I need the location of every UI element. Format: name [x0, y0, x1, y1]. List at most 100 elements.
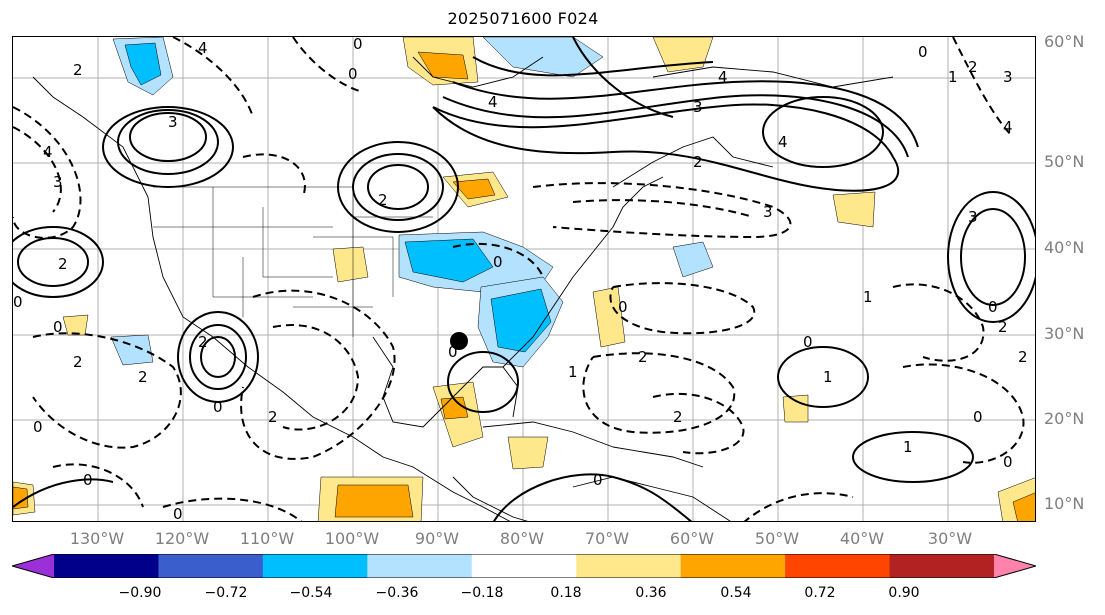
contour-label: 0: [918, 43, 928, 61]
coastlines: [32, 56, 894, 521]
contour-label: 4: [718, 68, 728, 86]
contour-label: 4: [43, 143, 53, 161]
contour-label: 2: [998, 318, 1008, 336]
blue-patch-southeast-us-core: [490, 288, 552, 353]
contour-line: [892, 283, 985, 362]
contour-label: 4: [1003, 118, 1013, 136]
contour-line: [240, 289, 396, 460]
colorbar-segment: [262, 554, 368, 578]
contour-line: [32, 332, 182, 449]
colorbar-segment: [54, 554, 159, 578]
map-svg: 0 4 3 2 4 3 0 2 2 0 2 2 0 2 0 0 4 3 2 4 …: [13, 37, 1035, 521]
colorbar-tick: −0.18: [460, 585, 504, 601]
positive-contours: [13, 37, 1035, 521]
contour-label: 2: [268, 408, 278, 426]
lon-label: 130°W: [69, 529, 125, 548]
contour-label: 2: [968, 58, 978, 76]
contour-label: 2: [73, 61, 83, 79]
contour-label: 3: [168, 113, 178, 131]
contour-label: 0: [83, 471, 93, 489]
colorbar-tick: −0.36: [375, 585, 419, 601]
contour-ring: [189, 324, 247, 390]
gridlines: [13, 37, 1035, 521]
contour-label: 0: [33, 418, 43, 436]
contour-ring: [337, 141, 459, 233]
colorbar-tick: 0.54: [720, 585, 752, 601]
colorbar-segment: [785, 554, 891, 578]
contour-ring: [117, 109, 219, 175]
contour-line: [242, 153, 306, 198]
contour-label: 0: [803, 333, 813, 351]
caribbean-islands: [612, 446, 704, 468]
contour-label: 4: [198, 39, 208, 57]
lat-label: 50°N: [1044, 152, 1085, 171]
contour-line: [52, 463, 144, 508]
contour-line: [493, 473, 693, 521]
contour-line: [902, 363, 1025, 464]
contour-ring: [960, 208, 1026, 306]
orange-patch-canada: [417, 51, 469, 80]
colorbar-extend-high: [994, 554, 1036, 578]
contour-label-group: 0 4 3 2 4 3 0 2 2 0 2 2 0 2 0 0 4 3 2 4 …: [13, 37, 1028, 521]
contour-label: 0: [213, 398, 223, 416]
contour-ring: [367, 164, 429, 210]
colorbar-tick: 0.36: [635, 585, 667, 601]
colorbar-tick: −0.54: [289, 585, 333, 601]
contour-ring: [447, 351, 519, 413]
lon-label: 30°W: [927, 529, 973, 548]
contour-line: [652, 392, 745, 455]
contour-ring: [352, 153, 444, 221]
lon-label: 90°W: [414, 529, 460, 548]
contour-ring: [852, 431, 974, 483]
colorbar-segment: [471, 554, 577, 578]
blue-patch-central-us-core: [404, 238, 494, 283]
contour-ring: [102, 106, 234, 188]
contour-line: [442, 94, 909, 158]
contour-label: 4: [488, 93, 498, 111]
contour-line: [743, 492, 854, 521]
contour-label: 3: [1003, 68, 1013, 86]
contour-line: [13, 126, 62, 213]
contour-line: [292, 37, 364, 93]
south-america-coast: [572, 476, 731, 521]
colorbar-tick: −0.90: [118, 585, 162, 601]
contour-label: 4: [778, 133, 788, 151]
yellow-patch-atlantic-coast: [592, 286, 626, 348]
contour-ring: [762, 96, 884, 168]
contour-ring: [129, 112, 207, 162]
contour-label: 3: [693, 98, 703, 116]
contour-label: 2: [693, 153, 703, 171]
blue-patch-atlantic: [672, 241, 714, 278]
contour-label: 3: [968, 208, 978, 226]
blue-patch-pacific-nw-core: [124, 42, 162, 86]
contour-label: 0: [1003, 453, 1013, 471]
contour-line: [13, 106, 82, 239]
map-title: 2025071600 F024: [447, 9, 599, 28]
contour-label: 0: [618, 298, 628, 316]
contour-label: 0: [448, 343, 458, 361]
coast-north-america-west: [32, 76, 511, 521]
contour-label: 3: [763, 203, 773, 221]
contour-label: 1: [948, 68, 958, 86]
yellow-patch-plains: [332, 246, 369, 283]
lat-label: 30°N: [1044, 324, 1085, 343]
contour-line: [432, 103, 900, 192]
lon-label: 100°W: [324, 529, 380, 548]
coast-east-us: [502, 176, 664, 368]
contour-ring: [17, 237, 89, 287]
contour-label: 2: [73, 353, 83, 371]
cuba: [482, 421, 614, 448]
colorbar-tick: −0.72: [204, 585, 248, 601]
yellow-patch-mid-atlantic: [832, 191, 876, 228]
colorbar-segment: [889, 554, 995, 578]
contour-ring: [947, 191, 1035, 323]
contour-line: [532, 182, 792, 239]
contour-label: 2: [138, 368, 148, 386]
contour-label: 0: [13, 293, 23, 311]
contour-label: 2: [378, 191, 388, 209]
contour-ring: [13, 226, 104, 298]
contour-label: 2: [673, 408, 683, 426]
contour-label: 1: [568, 363, 578, 381]
colorbar-segment: [680, 554, 786, 578]
lat-label: 40°N: [1044, 238, 1085, 257]
